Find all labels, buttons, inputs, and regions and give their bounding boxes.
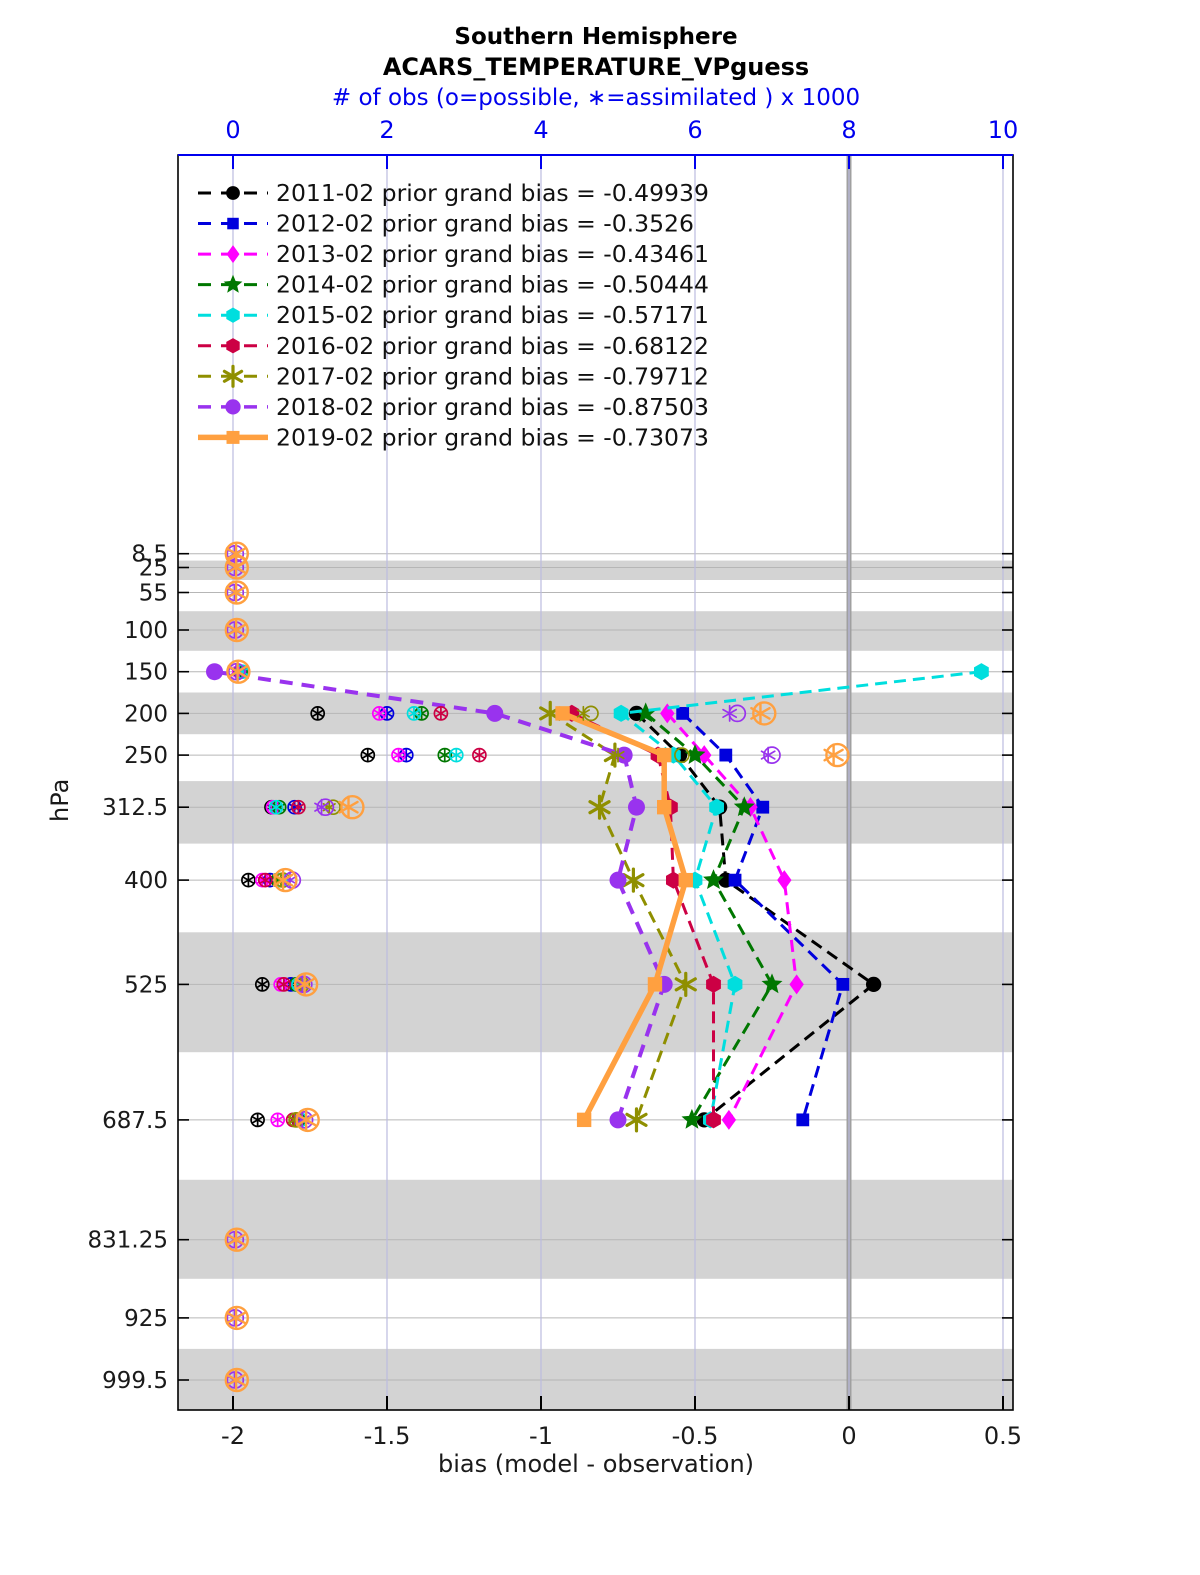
top-tick-label: 0	[225, 116, 240, 144]
legend-entry-2018-02: 2018-02 prior grand bias = -0.87503	[198, 393, 709, 421]
legend-label: 2018-02 prior grand bias = -0.87503	[276, 393, 709, 421]
legend-label: 2014-02 prior grand bias = -0.50444	[276, 271, 709, 299]
bottom-tick-label: 0	[841, 1422, 856, 1450]
legend: 2011-02 prior grand bias = -0.49939 2012-…	[198, 179, 709, 451]
vertical-gridlines	[232, 155, 1004, 1410]
possible-obs-marker	[295, 1107, 320, 1133]
obs-markers-2015-02	[234, 664, 464, 1128]
legend-label: 2017-02 prior grand bias = -0.79712	[276, 362, 709, 390]
chart-subtitle: ACARS_TEMPERATURE_VPguess	[382, 53, 810, 81]
legend-label: 2012-02 prior grand bias = -0.3526	[276, 210, 694, 238]
possible-obs-marker	[674, 747, 690, 763]
legend-entry-2016-02: 2016-02 prior grand bias = -0.68122	[198, 332, 709, 360]
top-tick-label: 8	[841, 116, 856, 144]
y-tick-label: 999.5	[102, 1368, 168, 1394]
x-axis-label: bias (model - observation)	[437, 1450, 755, 1478]
obs-markers-2014-02	[233, 664, 453, 1128]
y-tick-label: 687.5	[102, 1108, 168, 1134]
top-tick-label: 6	[687, 116, 702, 144]
shaded-band	[178, 781, 1013, 844]
y-tick-label: 150	[124, 660, 168, 686]
possible-obs-marker	[752, 701, 777, 726]
y-tick-label: 831.25	[88, 1228, 168, 1254]
legend-label: 2016-02 prior grand bias = -0.68122	[276, 332, 709, 360]
bottom-tick-label: -0.5	[672, 1422, 719, 1450]
possible-obs-marker	[340, 795, 365, 820]
top-axis-label: # of obs (o=possible, ∗=assimilated ) x …	[331, 85, 861, 111]
y-tick-label: 55	[139, 581, 168, 607]
y-tick-label: 200	[124, 701, 168, 727]
bottom-tick-label: -1	[529, 1422, 553, 1450]
series-line-2018-02	[206, 663, 673, 1129]
shaded-band	[178, 611, 1013, 651]
legend-entry-2019-02: 2019-02 prior grand bias = -0.73073	[198, 423, 709, 451]
possible-obs-marker	[763, 746, 781, 764]
chart-title: Southern Hemisphere	[454, 24, 738, 50]
y-tick-label: 312.5	[102, 795, 168, 821]
legend-label: 2013-02 prior grand bias = -0.43461	[276, 240, 709, 268]
possible-obs-marker	[325, 799, 341, 816]
obs-markers-2019-02	[224, 541, 850, 1393]
obs-markers-2017-02	[274, 705, 690, 1128]
possible-obs-marker	[293, 972, 319, 997]
y-tick-label: 100	[124, 618, 168, 644]
obs-markers-2016-02	[257, 706, 487, 1128]
y-tick-label: 25	[139, 556, 168, 582]
bottom-tick-label: 0.5	[984, 1422, 1022, 1450]
possible-obs-marker	[316, 798, 335, 817]
series-line-2017-02	[539, 700, 697, 1133]
legend-entry-2017-02: 2017-02 prior grand bias = -0.79712	[198, 362, 709, 390]
top-tick-label: 4	[533, 116, 548, 144]
shaded-band	[178, 560, 1013, 580]
top-tick-label: 10	[988, 116, 1019, 144]
series-line-2012-02	[676, 706, 850, 1127]
legend-entry-2015-02: 2015-02 prior grand bias = -0.57171	[198, 301, 709, 329]
bottom-tick-label: -2	[221, 1422, 245, 1450]
legend-label: 2015-02 prior grand bias = -0.57171	[276, 301, 709, 329]
obs-markers-2012-02	[262, 706, 414, 1128]
bottom-tick-label: -1.5	[364, 1422, 411, 1450]
obs-markers-2013-02	[231, 664, 406, 1128]
y-tick-label: 8.5	[131, 542, 168, 568]
y-tick-label: 250	[124, 743, 168, 769]
legend-label: 2019-02 prior grand bias = -0.73073	[276, 423, 709, 451]
y-tick-label: 400	[124, 868, 168, 894]
legend-entry-2014-02: 2014-02 prior grand bias = -0.50444	[198, 271, 709, 299]
shaded-band	[178, 932, 1013, 1053]
y-tick-label: 525	[124, 972, 168, 998]
series-line-2014-02	[635, 702, 783, 1129]
possible-obs-marker	[273, 867, 298, 893]
shaded-band	[178, 1348, 1013, 1410]
obs-markers-2011-02	[241, 706, 376, 1128]
top-tick-label: 2	[379, 116, 394, 144]
legend-entry-2013-02: 2013-02 prior grand bias = -0.43461	[198, 240, 709, 268]
shaded-band	[178, 1179, 1013, 1279]
series-line-2019-02	[555, 706, 693, 1128]
possible-obs-marker	[825, 742, 850, 768]
legend-entry-2012-02: 2012-02 prior grand bias = -0.3526	[198, 210, 694, 238]
legend-entry-2011-02: 2011-02 prior grand bias = -0.49939	[198, 179, 709, 207]
legend-label: 2011-02 prior grand bias = -0.49939	[276, 179, 709, 207]
y-tick-label: 925	[124, 1306, 168, 1332]
series-line-2016-02	[564, 704, 721, 1129]
